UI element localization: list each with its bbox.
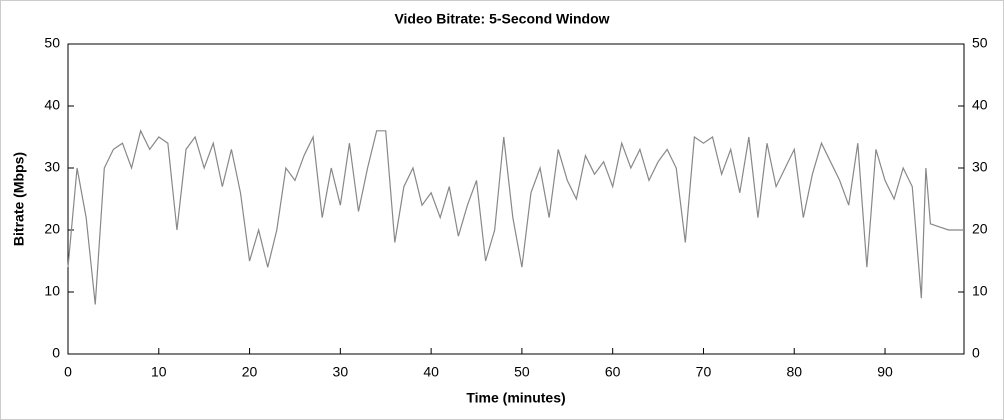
y-tick-label: 40 <box>44 97 60 113</box>
x-tick-label: 30 <box>333 364 349 380</box>
y-tick-label: 50 <box>44 35 60 51</box>
y-tick-label: 20 <box>44 221 60 237</box>
y-tick-label: 0 <box>52 345 60 361</box>
y2-tick-label: 30 <box>972 159 988 175</box>
y-tick-label: 30 <box>44 159 60 175</box>
x-tick-label: 80 <box>786 364 802 380</box>
x-tick-label: 70 <box>696 364 712 380</box>
plot-border <box>67 43 965 355</box>
x-tick-label: 90 <box>877 364 893 380</box>
chart-title: Video Bitrate: 5-Second Window <box>394 11 609 27</box>
x-tick-label: 10 <box>151 364 167 380</box>
x-axis-label: Time (minutes) <box>466 390 565 406</box>
y2-tick-label: 40 <box>972 97 988 113</box>
y2-tick-label: 20 <box>972 221 988 237</box>
x-tick-label: 40 <box>423 364 439 380</box>
y-tick-label: 10 <box>44 283 60 299</box>
y-axis-label: Bitrate (Mbps) <box>11 152 27 246</box>
data-line <box>67 129 964 305</box>
x-tick-label: 0 <box>64 364 72 380</box>
y2-tick-label: 0 <box>972 345 980 361</box>
y2-tick-label: 10 <box>972 283 988 299</box>
x-tick-label: 60 <box>605 364 621 380</box>
x-tick-label: 20 <box>242 364 258 380</box>
y2-tick-label: 50 <box>972 35 988 51</box>
x-tick-label: 50 <box>514 364 530 380</box>
